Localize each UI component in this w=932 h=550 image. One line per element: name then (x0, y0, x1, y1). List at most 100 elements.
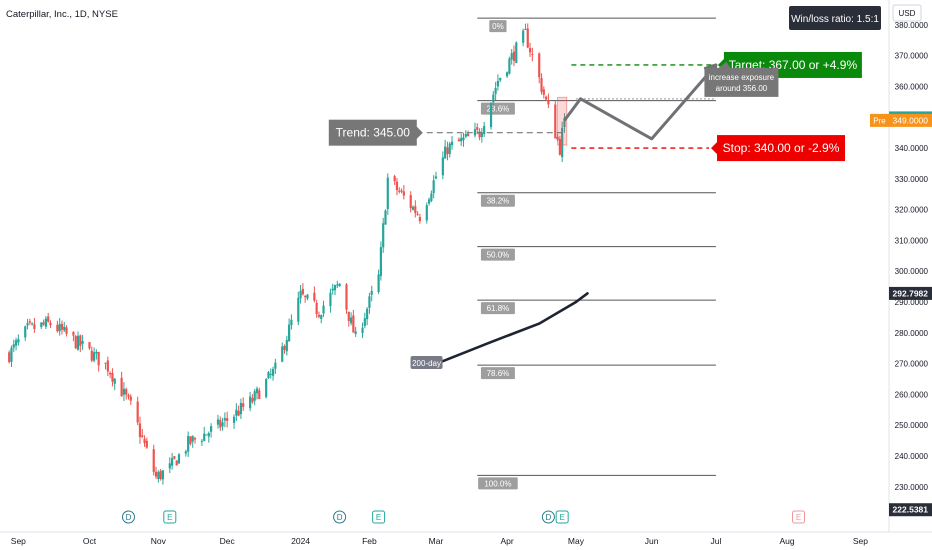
candle-body (563, 117, 566, 128)
fib-level-label: 0% (492, 22, 504, 31)
candle-body (492, 94, 495, 103)
candle-body (109, 372, 112, 375)
candle-body (210, 426, 213, 432)
fib-level-tag (480, 102, 515, 115)
candle-body (384, 210, 387, 225)
trend-label: Trend: 345.00 (336, 126, 411, 140)
fib-level-tag (480, 302, 515, 315)
candle-body (361, 327, 364, 333)
candle-body (370, 290, 373, 295)
candle-body (141, 435, 144, 437)
candle-body (338, 283, 341, 287)
candle-body (187, 436, 190, 452)
candle-body (301, 288, 304, 295)
candle-body (173, 456, 176, 459)
candle-body (17, 338, 20, 343)
fib-level-label: 38.2% (487, 197, 510, 206)
candle-body (60, 323, 64, 330)
low-price-value: 222.5381 (893, 505, 929, 515)
candle-body (274, 362, 277, 369)
candle-body (402, 191, 405, 196)
candle-body (460, 137, 463, 142)
candle-body (242, 403, 245, 408)
candle-body (377, 274, 380, 293)
candle-body (104, 362, 107, 364)
candle-body (12, 344, 15, 348)
fib-retracement: 0% 23.6% 38.2% 50.0% 61.8% 78.6% 100.0% (477, 17, 716, 490)
candle-body (253, 391, 256, 401)
candle-body (28, 321, 31, 323)
candle-body (95, 351, 98, 354)
low-price-tag (889, 503, 932, 517)
candle-body (299, 290, 302, 299)
candle-body (336, 284, 339, 286)
candle-body (510, 53, 513, 60)
pre-market-label: Pre (873, 116, 886, 125)
time-tick-label: Dec (220, 536, 236, 546)
candle-body (354, 331, 357, 335)
fib-level-label: 23.6% (487, 105, 510, 114)
candle-body (159, 471, 162, 480)
trend-label-pointer (415, 125, 423, 140)
candles (8, 23, 566, 485)
exposure-note-pointer (718, 61, 731, 68)
candle-body (40, 322, 43, 328)
candle-body (265, 379, 268, 398)
ma-price-tag (889, 286, 932, 300)
event-marker-label: E (796, 513, 801, 522)
candle-body (58, 323, 61, 332)
candle-body (235, 409, 238, 416)
candle-body (352, 315, 355, 333)
price-axis: USD 230.0000 240.0000 250.0000 260.0000 270.0… (870, 0, 932, 532)
candle-body (554, 104, 557, 139)
candle-body (466, 133, 470, 137)
candle-body (494, 87, 497, 94)
candle-body (473, 129, 477, 136)
candle-body (161, 470, 165, 480)
ma-200-line (439, 292, 589, 364)
candle-body (409, 195, 412, 209)
dividend-marker (541, 510, 555, 524)
price-tick-label: 290.0000 (895, 298, 929, 307)
event-marker-label: D (126, 513, 132, 522)
candle-body (189, 436, 192, 444)
candle-body (26, 323, 29, 326)
candle-body (8, 352, 11, 363)
price-tick-label: 250.0000 (895, 421, 929, 430)
candle-body (97, 351, 100, 366)
candle-body (56, 324, 59, 332)
fib-level-label: 78.6% (487, 369, 510, 378)
price-tick-label: 310.0000 (895, 236, 929, 245)
time-tick-label: Aug (779, 536, 794, 546)
candle-body (506, 72, 509, 77)
pre-market-value: 349.0000 (893, 115, 929, 125)
candle-body (14, 340, 18, 346)
candle-body (24, 326, 27, 338)
exposure-note-line-1: increase exposure (709, 73, 775, 82)
price-tick-label: 360.0000 (895, 83, 929, 92)
candle-body (255, 388, 259, 394)
candle-body (542, 89, 545, 95)
price-tick-label: 320.0000 (895, 206, 929, 215)
candle-body (288, 324, 291, 342)
time-tick-label: Nov (151, 536, 167, 546)
candle-body (136, 401, 139, 423)
price-tick-label: 230.0000 (895, 483, 929, 492)
candle-body (74, 336, 77, 349)
candle-body (430, 193, 433, 201)
symbol-title: Caterpillar, Inc., 1D, NYSE (6, 9, 118, 20)
price-tick-label: 330.0000 (895, 175, 929, 184)
candle-body (226, 418, 229, 421)
fib-level-tag (480, 367, 515, 380)
candle-body (122, 388, 126, 395)
earnings-marker (163, 510, 177, 524)
dividend-marker (333, 510, 347, 524)
candle-body (127, 395, 130, 397)
time-tick-label: Jun (645, 536, 659, 546)
candle-body (425, 205, 428, 221)
candle-body (522, 30, 525, 43)
candle-body (125, 389, 128, 395)
candle-body (216, 419, 220, 425)
candle-body (538, 53, 541, 78)
